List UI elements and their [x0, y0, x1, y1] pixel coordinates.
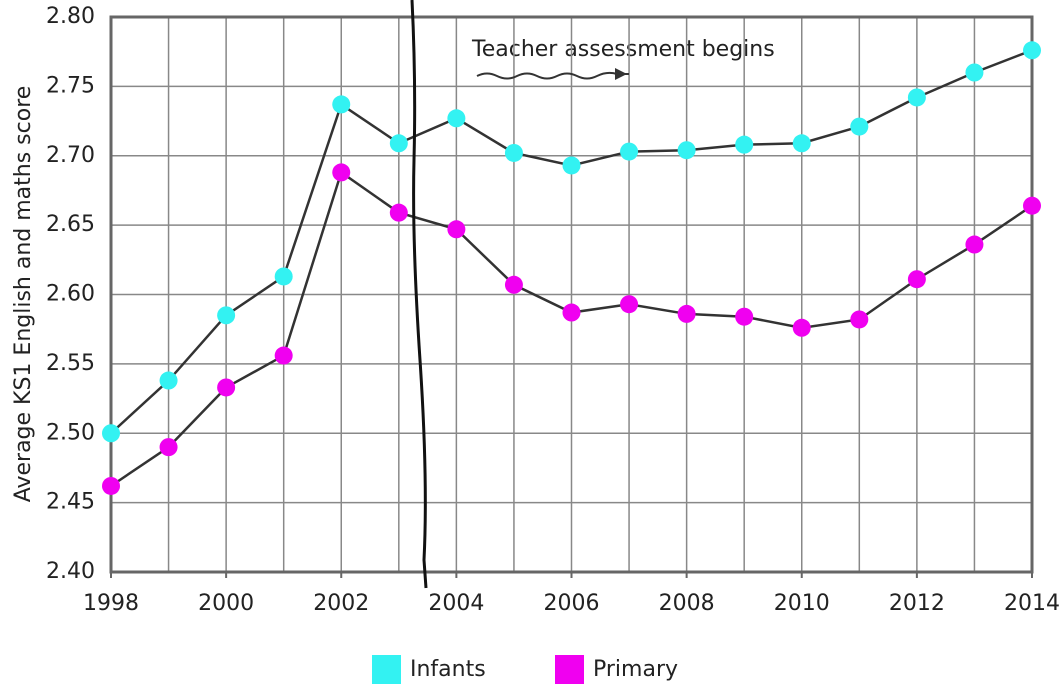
data-point — [332, 95, 351, 114]
annotation: Teacher assessment begins — [471, 37, 775, 62]
data-point — [562, 303, 581, 322]
data-point — [504, 275, 523, 294]
x-tick-label: 2008 — [659, 591, 715, 616]
x-tick-label: 2006 — [544, 591, 600, 616]
data-point — [332, 163, 351, 182]
data-point — [735, 307, 754, 326]
data-point — [217, 306, 236, 325]
data-point — [562, 156, 581, 175]
data-point — [389, 134, 408, 153]
data-point — [792, 134, 811, 153]
y-tick-label: 2.65 — [46, 212, 95, 237]
y-tick-label: 2.40 — [46, 559, 95, 584]
y-tick-label: 2.70 — [46, 143, 95, 168]
data-point — [447, 220, 466, 239]
data-point — [102, 476, 120, 495]
y-tick-label: 2.75 — [46, 73, 95, 98]
data-point — [504, 143, 523, 162]
annotation-arrowhead — [615, 68, 627, 80]
data-point — [217, 378, 236, 397]
y-tick-label: 2.80 — [46, 4, 95, 29]
y-tick-label: 2.50 — [46, 420, 95, 445]
data-point — [1023, 41, 1041, 60]
data-point — [274, 346, 293, 365]
data-point — [1023, 196, 1041, 215]
x-tick-label: 2014 — [1004, 591, 1060, 616]
y-axis-label: Average KS1 English and maths score — [11, 86, 36, 503]
data-point — [965, 63, 984, 82]
legend-swatch — [555, 655, 584, 684]
data-point — [620, 142, 639, 161]
data-point — [677, 141, 696, 160]
x-tick-label: 2000 — [198, 591, 254, 616]
y-tick-label: 2.60 — [46, 282, 95, 307]
data-point — [389, 203, 408, 222]
divider-line — [410, 0, 428, 589]
annotation-arrow — [476, 71, 629, 80]
data-point — [677, 304, 696, 323]
data-point — [102, 424, 120, 443]
x-tick-label: 2010 — [774, 591, 830, 616]
data-point — [274, 267, 293, 286]
plot-area: 2.40 2.45 2.50 2.55 2.60 2.65 2.70 2.75 2.80 1998… — [46, 4, 1060, 616]
x-tick-label: 2002 — [313, 591, 369, 616]
data-point — [850, 310, 869, 329]
data-point — [965, 235, 984, 254]
data-point — [850, 117, 869, 136]
data-point — [735, 135, 754, 154]
data-point — [159, 438, 178, 457]
x-tick-label: 2012 — [889, 591, 945, 616]
plot-frame — [109, 15, 1034, 574]
data-point — [620, 295, 639, 314]
legend-label: Primary — [593, 657, 678, 682]
x-tick-label: 2004 — [428, 591, 484, 616]
data-point — [159, 371, 178, 390]
legend-label: Infants — [410, 657, 486, 682]
data-point — [792, 318, 811, 337]
data-point — [907, 88, 926, 107]
data-point — [447, 109, 466, 128]
y-tick-label: 2.55 — [46, 351, 95, 376]
x-tick-label: 1998 — [83, 591, 139, 616]
data-point — [907, 270, 926, 289]
y-tick-label: 2.45 — [46, 490, 95, 515]
legend-swatch — [372, 655, 401, 684]
